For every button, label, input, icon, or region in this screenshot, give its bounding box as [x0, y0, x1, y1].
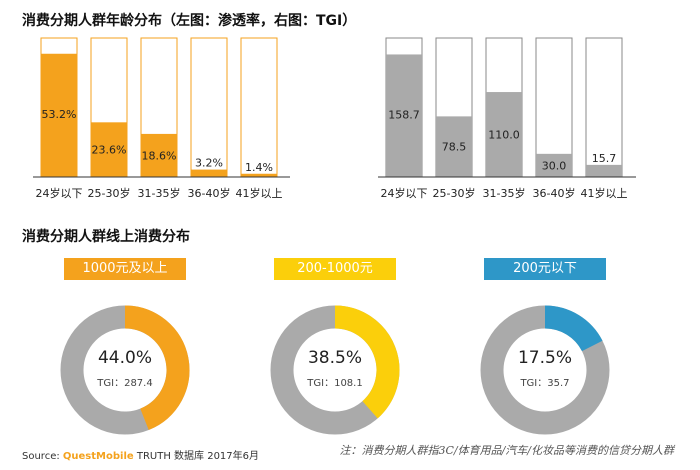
category-label: 31-35岁: [483, 186, 526, 200]
source-line: Source: QuestMobile TRUTH 数据库 2017年6月: [22, 447, 259, 462]
category-label: 36-40岁: [188, 186, 231, 200]
donut-badge: 200-1000元: [274, 258, 396, 280]
source-brand: QuestMobile: [62, 451, 134, 462]
bar-value-label: 110.0: [488, 129, 520, 142]
bar-value-label: 53.2%: [42, 108, 77, 121]
donut-badge: 1000元及以上: [64, 258, 186, 280]
bar: [241, 173, 277, 177]
bar: [191, 169, 227, 177]
donut-tgi: TGI：287.4: [96, 378, 152, 389]
donut-tgi: TGI：108.1: [306, 378, 362, 389]
footnote: 注：消费分期人群指3C/体育用品/汽车/化妆品等消费的信贷分期人群: [339, 444, 674, 457]
spend-chart-title: 消费分期人群线上消费分布: [22, 229, 190, 245]
donut-segment: [334, 305, 400, 419]
bar-frame: [585, 37, 623, 178]
category-label: 41岁以上: [581, 186, 628, 200]
bar: [386, 54, 422, 177]
bar: [586, 164, 622, 177]
donut-percent: 17.5%: [518, 348, 572, 368]
bar: [486, 92, 522, 177]
category-label: 25-30岁: [88, 186, 131, 200]
category-label: 25-30岁: [433, 186, 476, 200]
bar-value-label: 3.2%: [195, 157, 223, 170]
category-label: 36-40岁: [533, 186, 576, 200]
bar-frame: [190, 37, 228, 178]
category-label: 41岁以上: [236, 186, 283, 200]
bar-value-label: 15.7: [592, 152, 617, 165]
bar-value-label: 78.5: [442, 141, 467, 154]
bar: [436, 116, 472, 177]
donut-segment: [124, 305, 190, 430]
age-chart-title: 消费分期人群年龄分布（左图：渗透率，右图：TGI）: [22, 13, 357, 29]
source-rest: TRUTH 数据库 2017年6月: [133, 451, 260, 462]
bar-value-label: 158.7: [388, 108, 420, 121]
donut-tgi: TGI：35.7: [519, 378, 569, 389]
category-label: 31-35岁: [138, 186, 181, 200]
bar-value-label: 23.6%: [92, 144, 127, 157]
category-label: 24岁以下: [381, 186, 428, 200]
bar: [41, 53, 77, 177]
donut-segment: [544, 305, 603, 352]
bar: [141, 133, 177, 177]
category-label: 24岁以下: [36, 186, 83, 200]
bar: [91, 122, 127, 177]
donut-badge: 200元以下: [484, 258, 606, 280]
bar-frame: [240, 37, 278, 178]
bar-value-label: 18.6%: [142, 149, 177, 162]
donut-percent: 44.0%: [98, 348, 152, 368]
bar-value-label: 30.0: [542, 159, 567, 172]
donut-percent: 38.5%: [308, 348, 362, 368]
source-prefix: Source:: [22, 451, 63, 462]
bar: [536, 153, 572, 177]
bar-value-label: 1.4%: [245, 161, 273, 174]
